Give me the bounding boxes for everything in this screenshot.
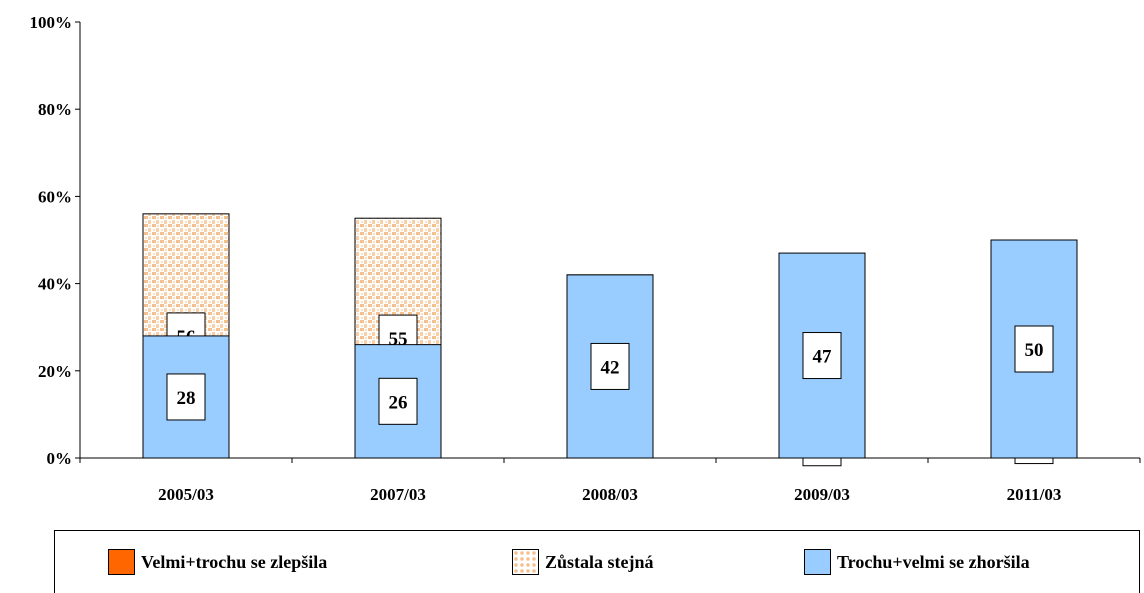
stacked-bar-chart: 0%20%40%60%80%100%1656282005/03195526200…	[0, 0, 1144, 530]
legend-swatch-worsened	[804, 549, 831, 575]
y-tick-label: 20%	[38, 362, 72, 381]
legend-label-same: Zůstala stejná	[545, 552, 654, 573]
y-tick-label: 0%	[47, 449, 73, 468]
x-tick-label: 2011/03	[1007, 485, 1062, 504]
legend-swatch-improved	[108, 549, 135, 575]
legend-item-worsened: Trochu+velmi se zhoršila	[804, 548, 1030, 576]
y-tick-label: 100%	[30, 13, 73, 32]
x-tick-label: 2009/03	[794, 485, 850, 504]
legend-swatch-same	[512, 549, 539, 575]
x-tick-label: 2008/03	[582, 485, 638, 504]
data-label: 47	[813, 347, 833, 368]
legend: Velmi+trochu se zlepšila Zůstala stejná …	[54, 530, 1140, 593]
x-tick-label: 2005/03	[158, 485, 214, 504]
y-tick-label: 80%	[38, 100, 72, 119]
data-label: 28	[177, 388, 196, 409]
legend-label-improved: Velmi+trochu se zlepšila	[141, 552, 327, 573]
x-tick-label: 2007/03	[370, 485, 426, 504]
legend-label-worsened: Trochu+velmi se zhoršila	[837, 552, 1030, 573]
data-label: 42	[601, 357, 620, 378]
legend-item-improved: Velmi+trochu se zlepšila	[108, 548, 327, 576]
data-label: 50	[1025, 340, 1044, 361]
data-label: 26	[389, 392, 408, 413]
y-tick-label: 60%	[38, 187, 72, 206]
y-tick-label: 40%	[38, 275, 72, 294]
legend-item-same: Zůstala stejná	[512, 548, 654, 576]
